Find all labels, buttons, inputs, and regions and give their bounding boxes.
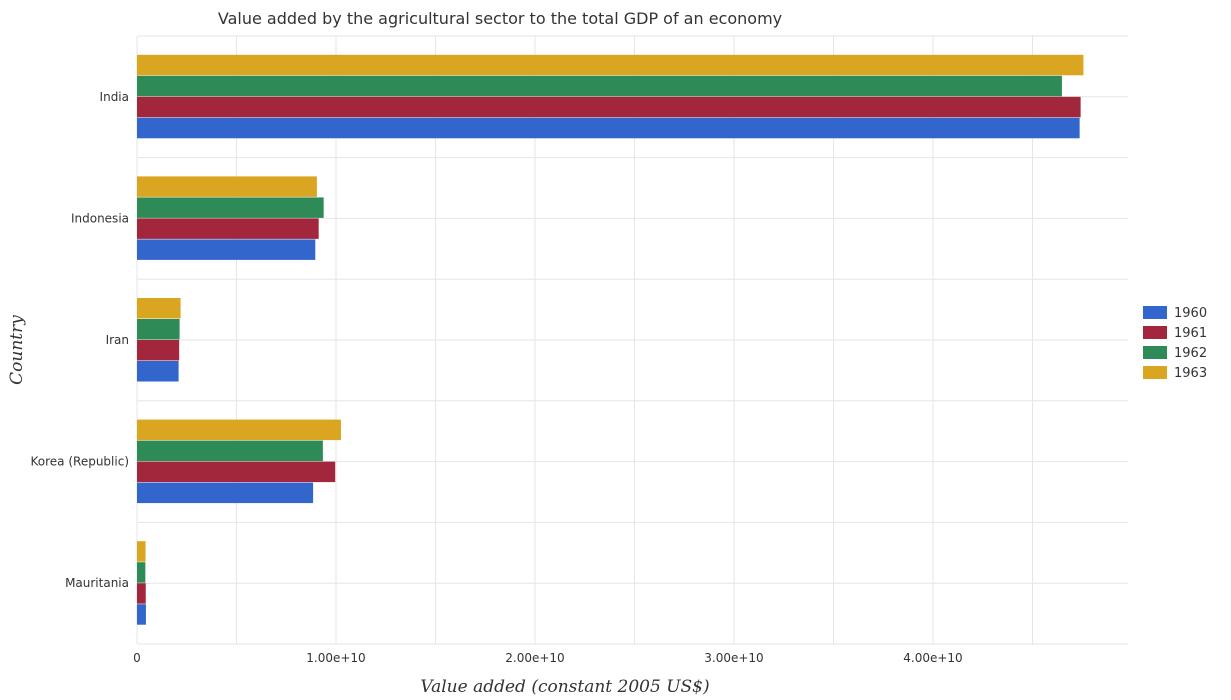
legend-swatch-1960 — [1143, 306, 1167, 319]
bars — [137, 54, 1084, 625]
x-axis-ticks: 0 1.00e+10 2.00e+10 3.00e+10 4.00e+10 — [133, 651, 963, 665]
x-tick-label: 0 — [133, 651, 141, 665]
bar-korea-republic--1963 — [137, 419, 341, 441]
bar-indonesia-1963 — [137, 176, 317, 197]
y-tick-label: Iran — [106, 333, 129, 347]
y-tick-label: Indonesia — [71, 211, 129, 225]
legend-label-1962: 1962 — [1174, 346, 1207, 361]
y-tick-label: Mauritania — [65, 576, 129, 590]
bar-korea-republic--1961 — [137, 461, 336, 483]
chart-title: Value added by the agricultural sector t… — [218, 9, 782, 28]
bar-iran-1961 — [137, 340, 180, 361]
legend-label-1960: 1960 — [1174, 306, 1207, 321]
bar-mauritania-1960 — [137, 604, 146, 625]
legend-swatch-1961 — [1143, 326, 1167, 339]
x-tick-label: 1.00e+10 — [306, 651, 365, 665]
y-axis-label: Country — [7, 315, 27, 385]
y-tick-label: Korea (Republic) — [31, 455, 129, 469]
x-tick-label: 2.00e+10 — [505, 651, 564, 665]
bar-indonesia-1961 — [137, 218, 319, 239]
bar-india-1962 — [137, 75, 1062, 97]
legend-swatch-1963 — [1143, 366, 1167, 379]
x-tick-label: 3.00e+10 — [704, 651, 763, 665]
bar-mauritania-1962 — [137, 562, 146, 583]
bar-indonesia-1960 — [137, 239, 316, 260]
x-axis-label: Value added (constant 2005 US$) — [420, 677, 709, 697]
legend-label-1963: 1963 — [1174, 366, 1207, 381]
bar-iran-1960 — [137, 361, 179, 382]
legend: 1960 1961 1962 1963 — [1143, 306, 1207, 381]
bar-india-1960 — [137, 117, 1080, 139]
bar-korea-republic--1962 — [137, 440, 323, 462]
bar-mauritania-1963 — [137, 541, 146, 562]
bar-india-1963 — [137, 54, 1084, 76]
y-tick-label: India — [100, 90, 129, 104]
bar-mauritania-1961 — [137, 583, 146, 604]
legend-swatch-1962 — [1143, 346, 1167, 359]
bar-iran-1962 — [137, 319, 180, 340]
bar-indonesia-1962 — [137, 197, 324, 218]
bar-korea-republic--1960 — [137, 482, 314, 504]
x-tick-label: 4.00e+10 — [903, 651, 962, 665]
legend-label-1961: 1961 — [1174, 326, 1207, 341]
bar-india-1961 — [137, 96, 1081, 118]
bar-iran-1963 — [137, 298, 181, 319]
y-axis-ticks: India Indonesia Iran Korea (Republic) Maurit… — [31, 90, 129, 590]
